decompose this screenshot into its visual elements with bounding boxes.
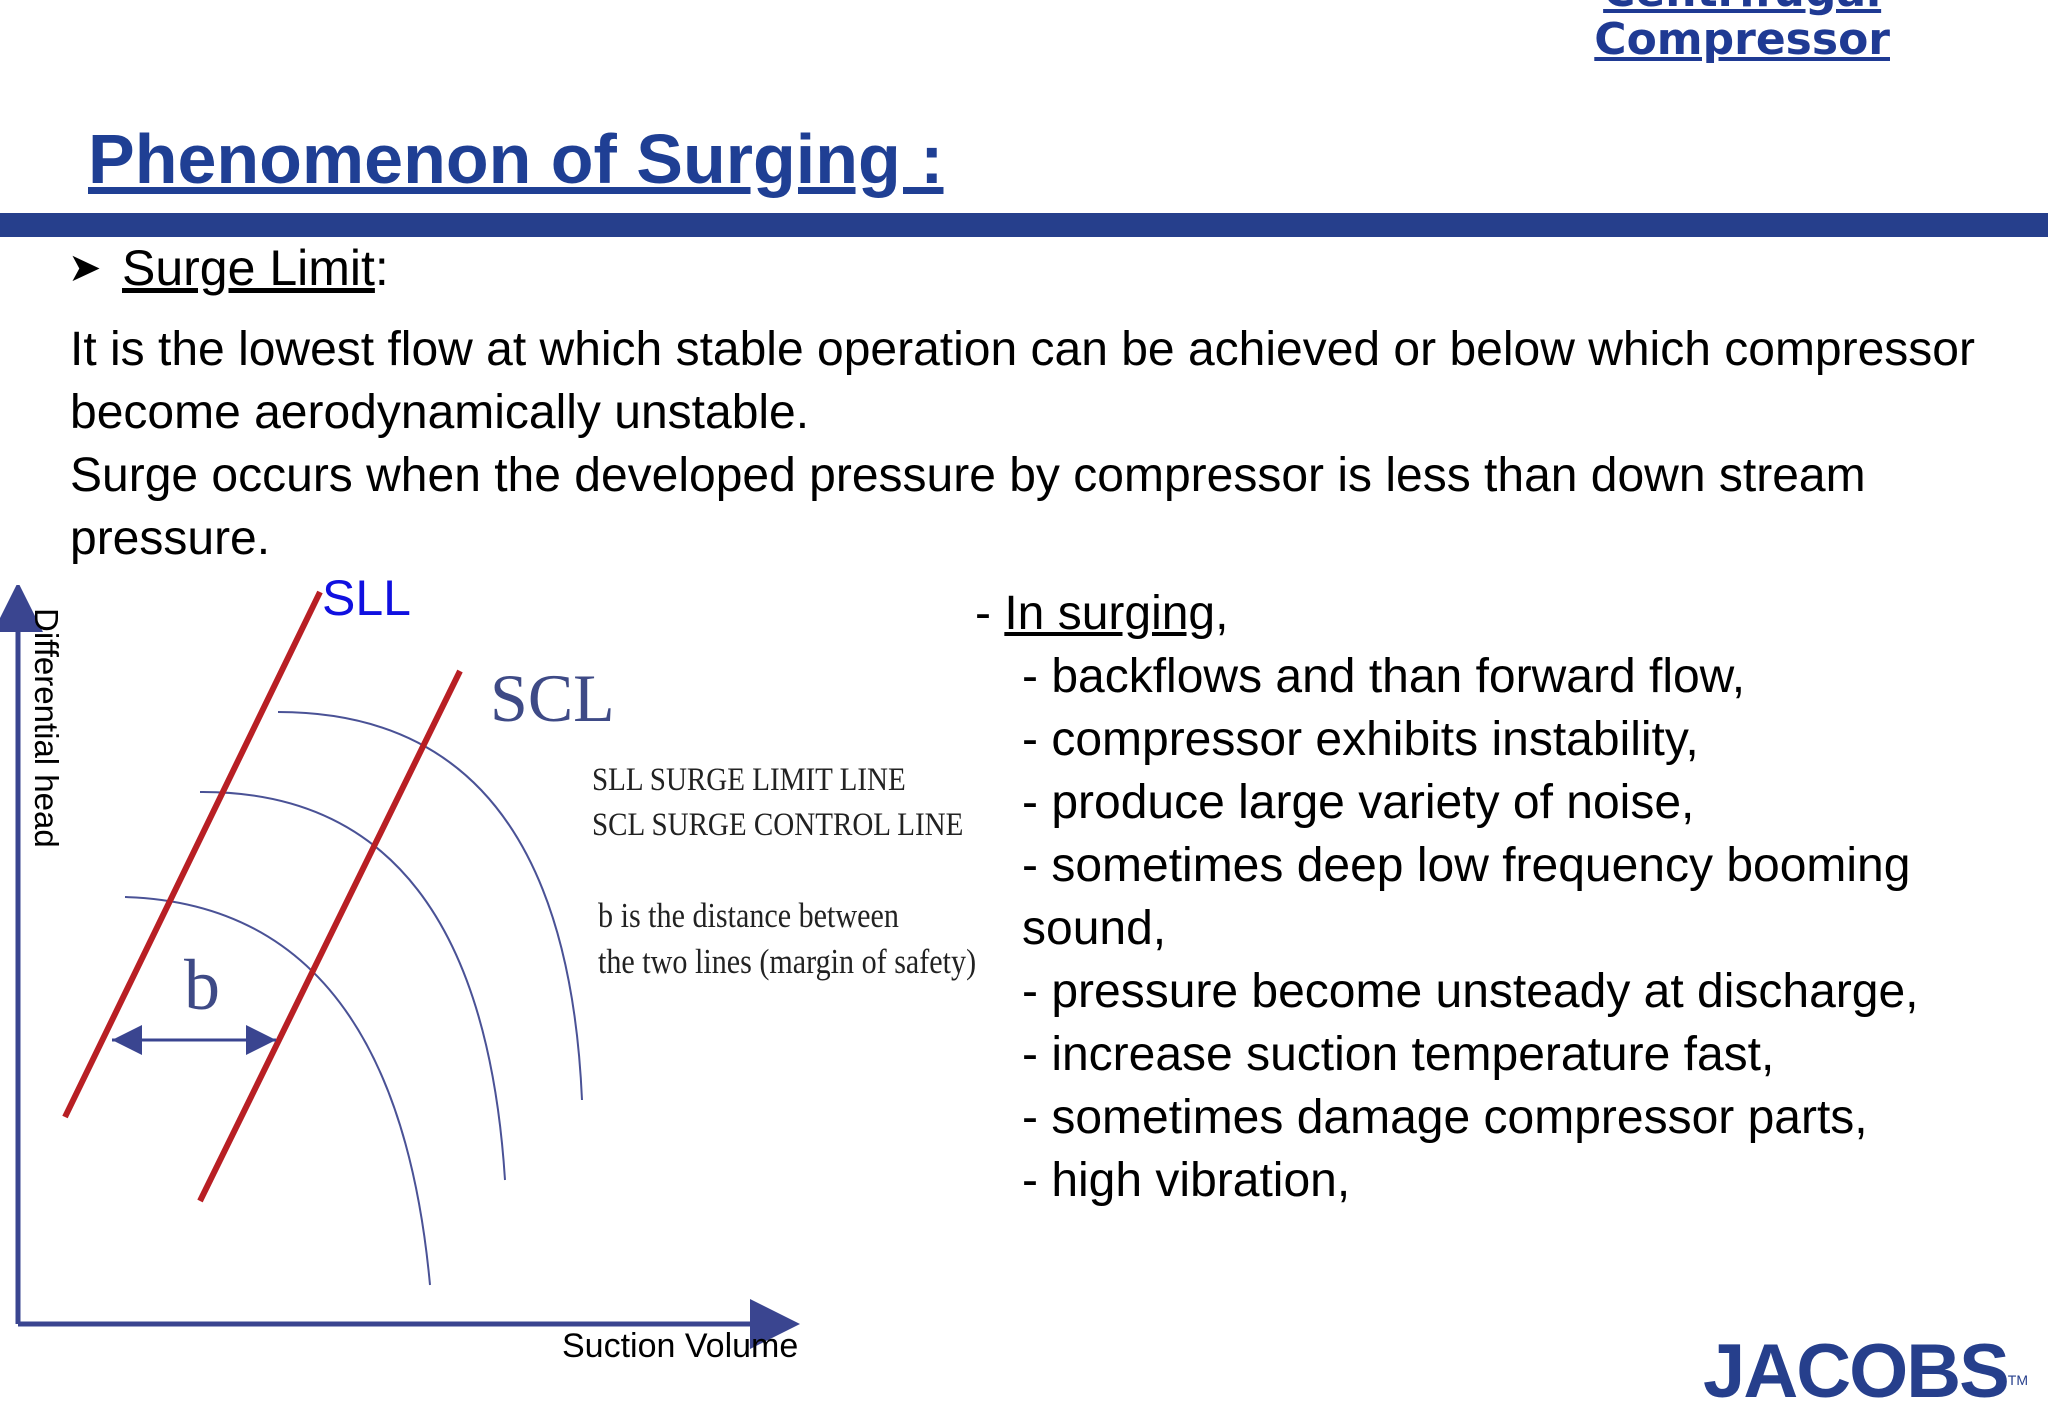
page-title: Phenomenon of Surging : xyxy=(88,120,944,198)
surge-limit-line xyxy=(62,590,323,1119)
scl-label: SCL xyxy=(490,660,615,736)
jacobs-logo: JACOBSTM xyxy=(1703,1332,2028,1412)
header-link[interactable]: Centrifugal Compressor xyxy=(1594,0,1890,64)
surge-control-line xyxy=(197,669,463,1203)
title-rule xyxy=(0,213,2048,237)
x-axis-label: Suction Volume xyxy=(562,1327,799,1365)
performance-curve xyxy=(277,711,583,1101)
margin-b-label: b xyxy=(184,945,220,1025)
y-axis-label: Differential head xyxy=(28,608,65,848)
note-line: b is the distance between xyxy=(598,896,899,935)
list-item: - produce large variety of noise, xyxy=(1022,776,1695,829)
sll-label: SLL xyxy=(322,570,411,626)
list-item: - sometimes damage compressor parts, xyxy=(1022,1091,1868,1144)
header-link-line1[interactable]: Centrifugal xyxy=(1594,0,1890,16)
definition-paragraph: It is the lowest flow at which stable op… xyxy=(70,318,2020,570)
logo-text: JACOBS xyxy=(1703,1329,2010,1414)
surging-heading-text: In surging xyxy=(1004,587,1216,640)
list-item: - sometimes deep low frequency booming xyxy=(1022,839,1911,892)
bullet-label: Surge Limit xyxy=(122,240,375,296)
surging-prefix: - xyxy=(975,587,1005,640)
legend-item: SLL SURGE LIMIT LINE xyxy=(592,762,906,798)
diagram-legend: SLL SURGE LIMIT LINE SCL SURGE CONTROL L… xyxy=(592,758,963,848)
list-item: - backflows and than forward flow, xyxy=(1022,650,1746,703)
paragraph-line: It is the lowest flow at which stable op… xyxy=(70,323,1975,439)
list-item: - high vibration, xyxy=(1022,1154,1351,1207)
list-item: - pressure become unsteady at discharge, xyxy=(1022,965,1919,1018)
surging-heading: - In surging, xyxy=(975,582,1918,645)
note-line: the two lines (margin of safety) xyxy=(598,942,977,981)
list-item: - compressor exhibits instability, xyxy=(1022,713,1699,766)
surge-diagram xyxy=(0,585,800,1349)
header-link-line2[interactable]: Compressor xyxy=(1594,14,1890,65)
performance-curve xyxy=(199,790,506,1181)
surging-effects-list: - In surging, - backflows and than forwa… xyxy=(975,582,1918,1212)
diagram-note: b is the distance between the two lines … xyxy=(598,893,976,985)
performance-curve xyxy=(124,896,431,1286)
paragraph-line: Surge occurs when the developed pressure… xyxy=(70,449,1866,565)
bullet-suffix: : xyxy=(374,240,389,296)
bullet-surge-limit: ➤ Surge Limit: xyxy=(68,238,389,298)
legend-item: SCL SURGE CONTROL LINE xyxy=(592,807,964,843)
arrow-bullet-icon: ➤ xyxy=(68,246,102,290)
surging-heading-suffix: , xyxy=(1215,587,1229,640)
logo-trademark: TM xyxy=(2007,1372,2028,1388)
list-item: - increase suction temperature fast, xyxy=(1022,1028,1775,1081)
list-item-continuation: sound, xyxy=(1022,902,1167,955)
